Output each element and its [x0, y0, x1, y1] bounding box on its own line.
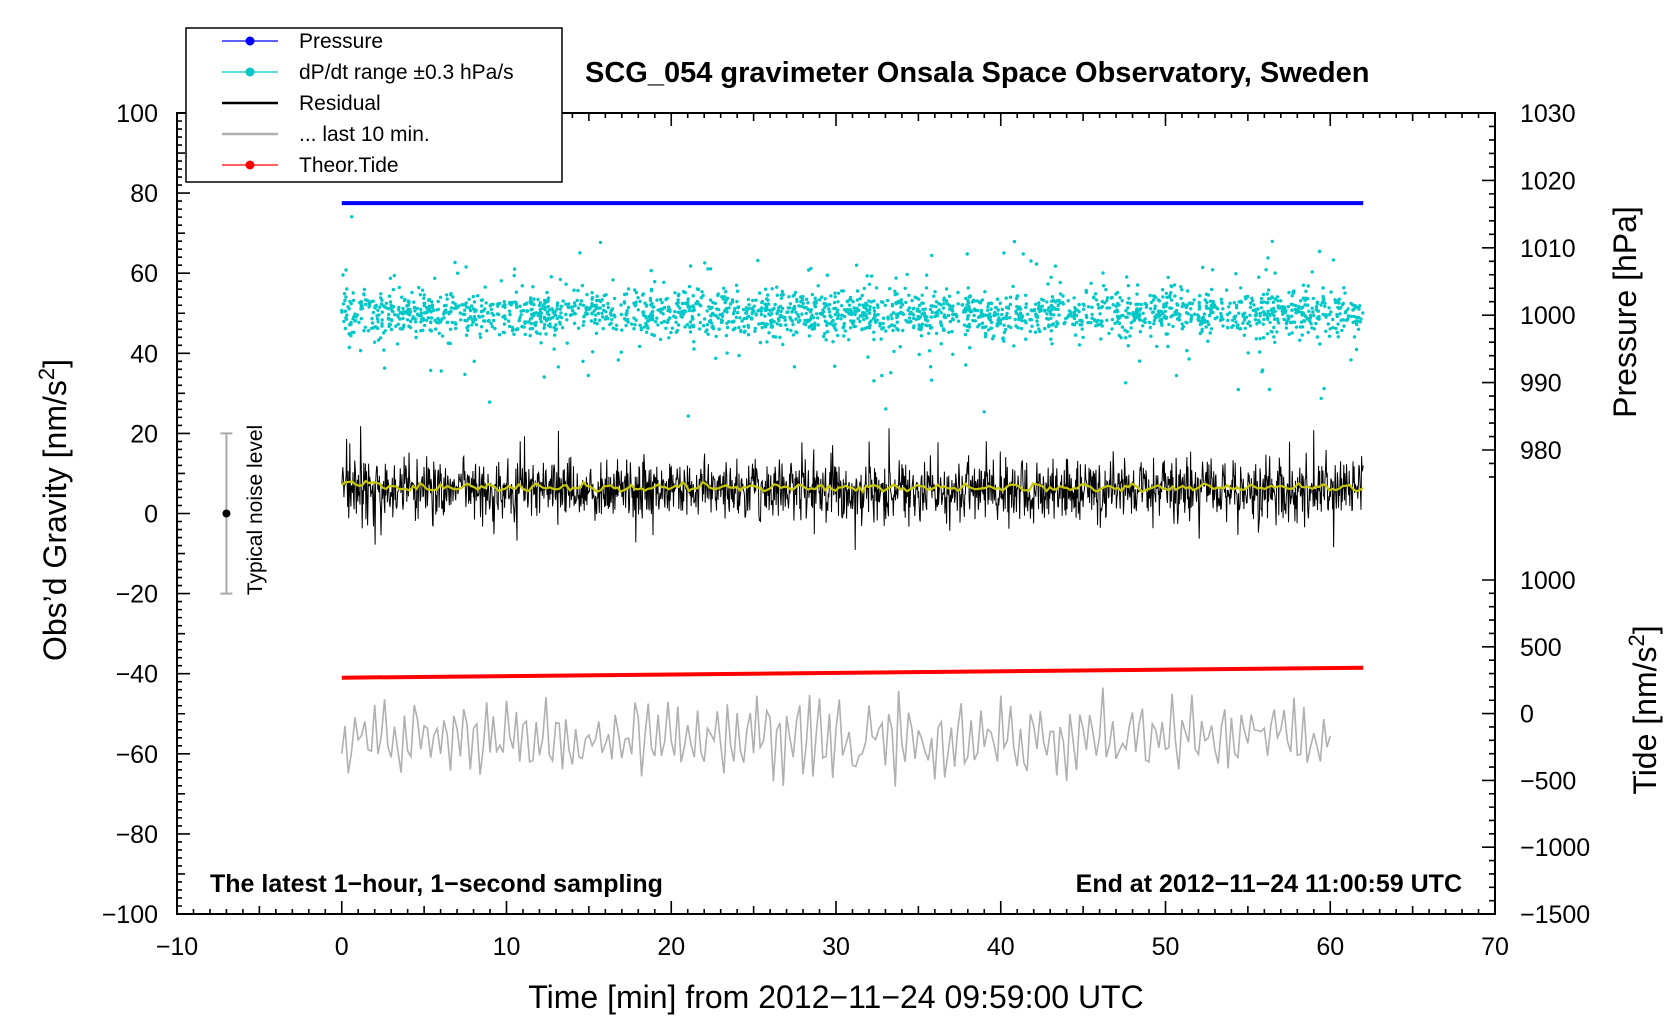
plot-frame — [176, 112, 1496, 915]
noise-indicator — [220, 432, 233, 595]
legend-item: ... last 10 min. — [222, 123, 430, 146]
y-tick-label-left: 60 — [130, 260, 158, 288]
x-tick-label: 20 — [657, 933, 685, 961]
x-tick-label: 70 — [1481, 933, 1509, 961]
legend-item: Pressure — [222, 30, 383, 53]
x-tick-label: 50 — [1152, 933, 1180, 961]
y-axis-label-tide-sup: 2 — [1624, 634, 1649, 646]
y-tick-label-left: −80 — [116, 821, 158, 849]
tick-labels: −10 0 10 20 30 40 50 60 70100806040200−20−40−60−… — [102, 100, 1591, 961]
y-axis-label-tide-main: Tide [nm/s — [1627, 646, 1663, 794]
y-tick-label-tide: 1000 — [1520, 567, 1576, 595]
legend-box — [185, 27, 563, 183]
series-residual-smoothed — [341, 479, 1364, 494]
y-tick-label-tide: −1000 — [1520, 834, 1590, 862]
data-series — [340, 201, 1365, 787]
chart-title: SCG_054 gravimeter Onsala Space Observat… — [585, 57, 1369, 89]
legend-label: Residual — [299, 92, 381, 115]
y-tick-label-pressure: 1000 — [1520, 302, 1576, 330]
x-tick-label: 60 — [1316, 933, 1344, 961]
y-tick-label-tide: 0 — [1520, 701, 1534, 729]
y-axis-label-pressure: Pressure [hPa] — [1607, 206, 1643, 418]
sampling-annotation: The latest 1−hour, 1−second sampling — [210, 870, 663, 898]
y-axis-label-left-main: Obs’d Gravity [nm/s — [37, 380, 73, 661]
y-tick-label-left: −100 — [102, 901, 158, 929]
noise-label: Typical noise level — [244, 425, 267, 595]
legend: Pressure dP/dt range ±0.3 hPa/s Residual..… — [185, 27, 563, 183]
legend-label: ... last 10 min. — [299, 123, 430, 146]
y-tick-label-left: −60 — [116, 741, 158, 769]
y-tick-label-left: −40 — [116, 661, 158, 689]
y-axis-label-tide: Tide [nm/s2] — [1624, 625, 1663, 794]
series-last-10-min — [341, 687, 1332, 787]
legend-label: Pressure — [299, 30, 383, 53]
series-theoretical-tide — [341, 665, 1364, 680]
legend-label: dP/dt range ±0.3 hPa/s — [299, 61, 514, 84]
x-tick-label: 30 — [822, 933, 850, 961]
x-axis-label: Time [min] from 2012−11−24 09:59:00 UTC — [528, 979, 1143, 1015]
series-dpdt — [340, 215, 1365, 418]
y-tick-label-left: 40 — [130, 340, 158, 368]
y-tick-label-left: 80 — [130, 180, 158, 208]
legend-item: Residual — [222, 92, 381, 115]
y-axis-label-left: Obs’d Gravity [nm/s2] — [34, 359, 73, 661]
legend-marker — [245, 36, 255, 46]
y-tick-label-pressure: 1030 — [1520, 100, 1576, 128]
y-tick-label-pressure: 990 — [1520, 370, 1562, 398]
y-tick-label-tide: −500 — [1520, 767, 1576, 795]
y-tick-label-left: 100 — [116, 100, 158, 128]
y-axis-label-left-sup: 2 — [34, 368, 59, 380]
y-tick-label-pressure: 980 — [1520, 437, 1562, 465]
y-tick-label-tide: 500 — [1520, 634, 1562, 662]
y-tick-label-pressure: 1010 — [1520, 235, 1576, 263]
y-tick-label-left: 0 — [144, 501, 158, 529]
y-tick-label-left: 20 — [130, 420, 158, 448]
x-tick-label: 10 — [493, 933, 521, 961]
legend-item: dP/dt range ±0.3 hPa/s — [222, 61, 514, 84]
legend-marker — [245, 160, 255, 170]
end-time-annotation: End at 2012−11−24 11:00:59 UTC — [1076, 870, 1462, 898]
series-residual — [341, 426, 1364, 551]
noise-center-dot — [222, 509, 231, 518]
y-tick-label-pressure: 1020 — [1520, 167, 1576, 195]
y-axis-label-left-end: ] — [37, 359, 73, 368]
legend-label: Theor.Tide — [299, 154, 399, 177]
legend-marker — [245, 67, 255, 77]
x-tick-label: −10 — [156, 933, 198, 961]
legend-item: Theor.Tide — [222, 154, 399, 177]
y-tick-label-tide: −1500 — [1520, 901, 1590, 929]
x-tick-label: 40 — [987, 933, 1015, 961]
x-tick-label: 0 — [335, 933, 349, 961]
y-tick-label-left: −20 — [116, 581, 158, 609]
y-axis-label-tide-end: ] — [1627, 625, 1663, 634]
